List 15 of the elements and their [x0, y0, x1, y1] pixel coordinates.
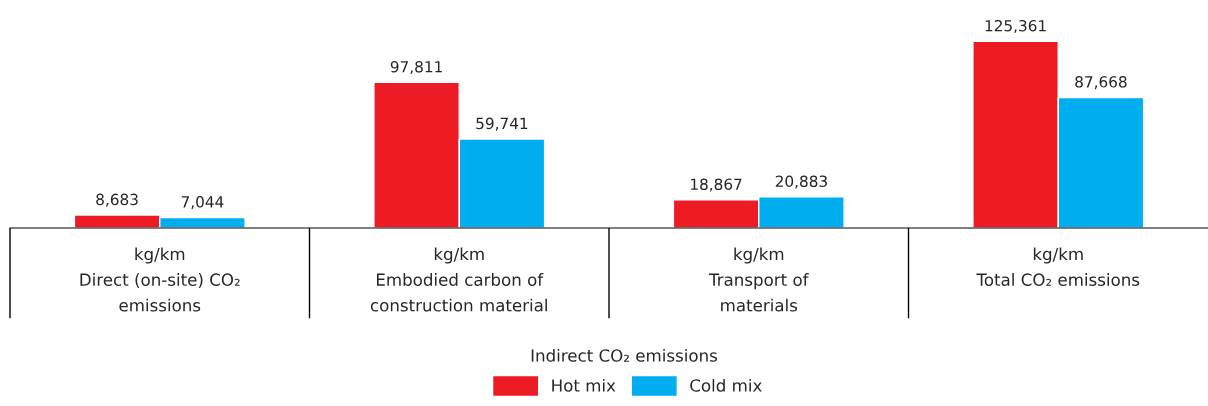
data-label: 18,867	[691, 178, 742, 192]
data-label: 59,741	[476, 117, 528, 131]
data-label: 8,683	[96, 193, 138, 207]
x-axis-title: Indirect CO₂ emissions	[531, 348, 718, 362]
data-label: 125,361	[985, 19, 1046, 34]
x-tick-label: kg/km Transport of materials	[708, 247, 809, 312]
x-tick-label: kg/km Total CO₂ emissions	[976, 247, 1140, 286]
data-label: 20,883	[775, 175, 827, 189]
legend-label: Hot mix	[552, 378, 616, 392]
x-tick-label: kg/km Direct (on-site) CO₂ emissions	[80, 247, 240, 312]
data-label: 87,668	[1075, 76, 1127, 90]
legend-label: Cold mix	[690, 378, 762, 392]
data-label: 7,044	[181, 196, 224, 210]
x-tick-label: kg/km Embodied carbon of construction material	[370, 247, 547, 312]
data-label: 97,811	[390, 60, 442, 75]
